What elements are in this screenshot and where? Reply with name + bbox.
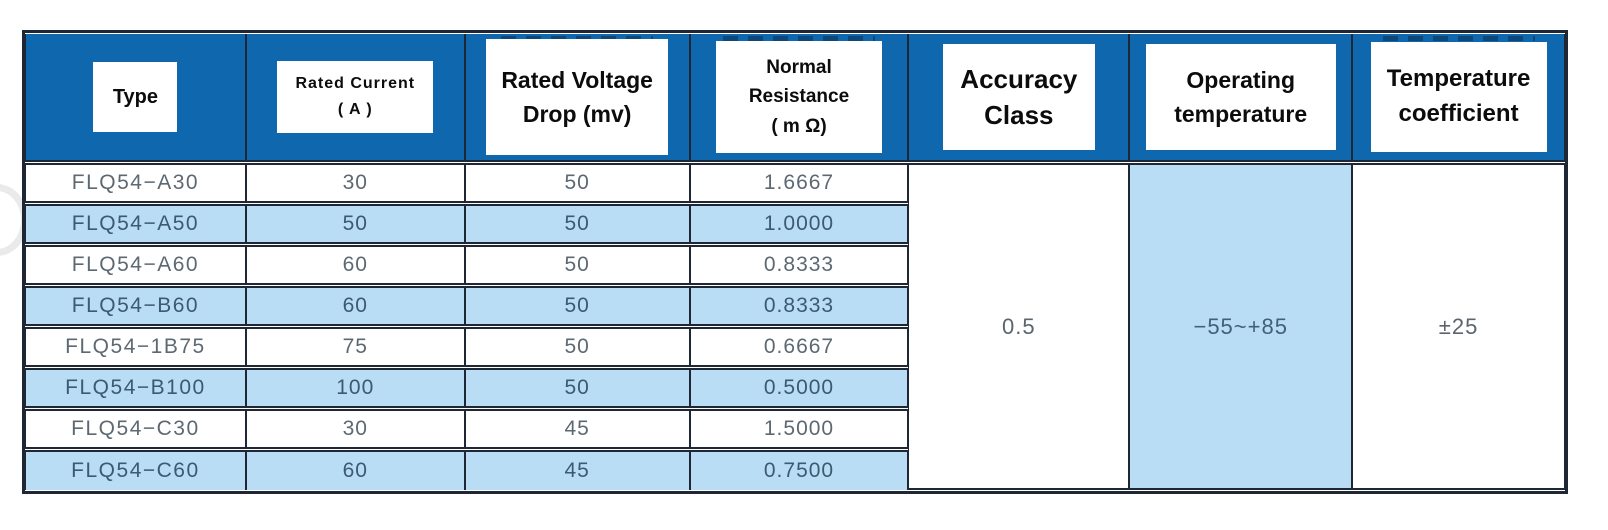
table-row: FLQ54−C30 30 45 1.5000 <box>25 409 1565 449</box>
covered-text-artifact <box>723 36 875 41</box>
rated-current-cell: 60 <box>245 450 465 490</box>
rated-current-cell: 60 <box>245 245 465 285</box>
accuracy-class-cell: 0.5 <box>908 163 1130 490</box>
resistance-cell: 1.6667 <box>689 163 909 203</box>
header-resistance: Normal Resistance ( m Ω) <box>689 34 909 162</box>
resistance-cell: 0.5000 <box>689 368 909 408</box>
type-cell: FLQ54−A60 <box>25 245 246 285</box>
type-cell: FLQ54−B100 <box>25 368 246 408</box>
header-voltage-drop: Rated Voltage Drop (mv) <box>464 34 690 162</box>
voltage-drop-cell: 50 <box>464 368 690 408</box>
voltage-drop-cell: 50 <box>464 286 690 326</box>
header-accuracy-class: Accuracy Class <box>908 34 1130 162</box>
table-row: FLQ54−A50 50 50 1.0000 <box>25 204 1565 244</box>
header-temperature-coefficient-label: Temperature coefficient <box>1370 42 1547 152</box>
header-resistance-label: Normal Resistance ( m Ω) <box>716 41 882 153</box>
table-row: FLQ54−1B75 75 50 0.6667 <box>25 327 1565 367</box>
header-type-label: Type <box>93 62 178 132</box>
type-cell: FLQ54−1B75 <box>25 327 246 367</box>
resistance-cell: 0.8333 <box>689 286 909 326</box>
header-voltage-drop-label: Rated Voltage Drop (mv) <box>486 39 669 155</box>
rated-current-cell: 30 <box>245 163 465 203</box>
rated-current-cell: 100 <box>245 368 465 408</box>
type-cell: FLQ54−B60 <box>25 286 246 326</box>
resistance-cell: 1.0000 <box>689 204 909 244</box>
type-cell: FLQ54−C60 <box>25 450 246 490</box>
rated-current-cell: 60 <box>245 286 465 326</box>
header-operating-temperature: Operating temperature <box>1129 34 1353 162</box>
rated-current-cell: 50 <box>245 204 465 244</box>
table-row: FLQ54−B60 60 50 0.8333 <box>25 286 1565 326</box>
voltage-drop-cell: 45 <box>464 450 690 490</box>
table-row: FLQ54−B100 100 50 0.5000 <box>25 368 1565 408</box>
header-operating-temperature-label: Operating temperature <box>1145 44 1336 150</box>
voltage-drop-cell: 50 <box>464 245 690 285</box>
voltage-drop-cell: 50 <box>464 204 690 244</box>
header-type: Type <box>25 34 246 162</box>
covered-text-artifact <box>501 36 654 41</box>
table-row: FLQ54−A60 60 50 0.8333 <box>25 245 1565 285</box>
voltage-drop-cell: 45 <box>464 409 690 449</box>
spec-table: Type Rated Current ( A ) Rated Voltage D… <box>22 30 1568 494</box>
resistance-cell: 0.8333 <box>689 245 909 285</box>
header-row: Type Rated Current ( A ) Rated Voltage D… <box>25 34 1565 162</box>
header-rated-current: Rated Current ( A ) <box>245 34 465 162</box>
table-row: FLQ54−C60 60 45 0.7500 <box>25 450 1565 490</box>
temperature-coefficient-cell: ±25 <box>1352 163 1565 490</box>
resistance-cell: 1.5000 <box>689 409 909 449</box>
operating-temperature-cell: −55~+85 <box>1129 163 1353 490</box>
type-cell: FLQ54−C30 <box>25 409 246 449</box>
header-temperature-coefficient: Temperature coefficient <box>1352 34 1565 162</box>
rated-current-cell: 75 <box>245 327 465 367</box>
header-accuracy-class-label: Accuracy Class <box>942 44 1095 150</box>
resistance-cell: 0.7500 <box>689 450 909 490</box>
type-cell: FLQ54−A50 <box>25 204 246 244</box>
type-cell: FLQ54−A30 <box>25 163 246 203</box>
resistance-cell: 0.6667 <box>689 327 909 367</box>
rated-current-cell: 30 <box>245 409 465 449</box>
table-row: FLQ54−A30 30 50 1.6667 0.5 −55~+85 ±25 <box>25 163 1565 490</box>
voltage-drop-cell: 50 <box>464 163 690 203</box>
voltage-drop-cell: 50 <box>464 327 690 367</box>
header-rated-current-label: Rated Current ( A ) <box>277 61 434 133</box>
covered-text-artifact <box>1382 36 1535 41</box>
